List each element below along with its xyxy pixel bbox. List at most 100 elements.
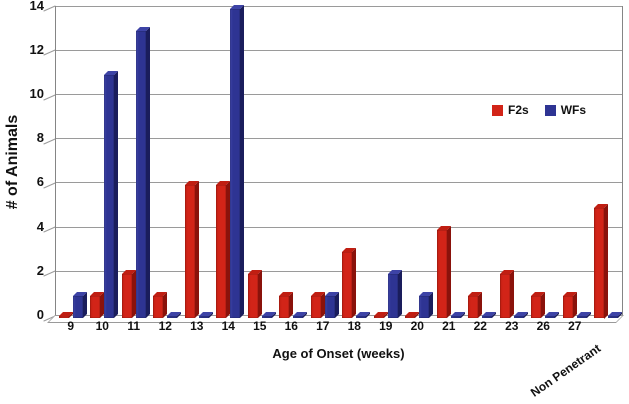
bar-f2s-26 [531, 295, 541, 318]
bar-wfs-10 [104, 74, 114, 318]
y-axis-title: # of Animals [4, 114, 21, 210]
bar-wfs-14 [230, 8, 240, 318]
y-tick-label: 8 [36, 130, 44, 146]
bar-wfs-16 [293, 316, 303, 318]
y-tick-label: 0 [36, 307, 44, 322]
bar-f2s-non-penetrant-side [604, 203, 608, 318]
gridline-tick [43, 93, 56, 101]
bar-wfs-17 [324, 295, 335, 318]
bar-f2s-non-penetrant [594, 207, 604, 318]
gridline-tick [43, 49, 56, 56]
bar-f2s-17 [310, 295, 321, 318]
bar-f2s-18 [342, 251, 352, 318]
bar-f2s-20 [405, 316, 415, 318]
bar-f2s-16-side [289, 291, 293, 318]
x-tick-label: 18 [347, 319, 361, 333]
gridline [55, 5, 622, 7]
x-tick-label: 14 [221, 319, 235, 333]
y-axis-line [55, 5, 56, 321]
gridline [55, 270, 622, 272]
bar-wfs-11-side [145, 26, 150, 318]
bar-f2s-23-side [509, 269, 514, 318]
bar-f2s-15 [247, 273, 258, 318]
y-tick-label: 4 [36, 218, 44, 234]
bar-f2s-18-side [352, 247, 356, 318]
x-tick-label: 20 [410, 319, 424, 333]
bar-f2s-10 [90, 295, 100, 318]
bar-f2s-19 [373, 316, 384, 318]
gridline [55, 226, 622, 228]
y-tick-label: 10 [29, 86, 44, 101]
bar-f2s-21 [436, 229, 447, 318]
bar-f2s-21-side [446, 225, 451, 318]
bar-f2s-26-side [541, 291, 545, 318]
x-tick-label: 19 [379, 319, 393, 333]
gridline [55, 94, 622, 95]
bar-f2s-22-side [478, 291, 482, 318]
legend-label-wfs: WFs [560, 103, 587, 117]
bar-wfs-20 [419, 295, 429, 318]
bar-wfs-20-side [429, 291, 433, 318]
bar-f2s-27 [562, 295, 573, 318]
gridline [55, 49, 622, 51]
bar-wfs-9 [72, 295, 83, 318]
x-tick-label: 22 [473, 319, 487, 333]
gridline-tick [43, 270, 56, 277]
bar-wfs-27 [576, 316, 587, 318]
bar-wfs-non-penetrant [608, 316, 618, 318]
bar-f2s-14 [216, 185, 226, 318]
x-tick-label: 12 [158, 319, 172, 333]
y-tick-label: 14 [29, 0, 44, 13]
bar-wfs-19 [387, 273, 398, 318]
bar-f2s-11 [121, 273, 132, 318]
x-axis-title: Age of Onset (weeks) [272, 346, 405, 361]
gridline [55, 182, 622, 184]
bar-f2s-22 [468, 295, 478, 318]
bar-wfs-21 [450, 316, 461, 318]
bar-wfs-19-side [397, 269, 402, 318]
x-tick-label: 11 [127, 319, 141, 333]
x-tick-label: 26 [536, 319, 550, 333]
bar-wfs-13 [198, 316, 209, 318]
gridline-tick [43, 138, 56, 145]
x-tick-label: 13 [190, 319, 204, 333]
legend-swatch-wfs [544, 104, 556, 116]
bar-f2s-16 [279, 295, 289, 318]
bar-f2s-23 [499, 273, 510, 318]
bar-f2s-13-side [194, 181, 199, 318]
x-tick-label: 23 [505, 319, 519, 333]
bar-f2s-13 [184, 185, 195, 318]
legend-label-f2s: F2s [508, 103, 529, 117]
x-tick-label: 15 [253, 319, 267, 333]
gridline-tick [43, 5, 56, 12]
bar-wfs-14-side [240, 4, 244, 318]
bar-wfs-22 [482, 316, 492, 318]
plot-right-border [622, 5, 623, 315]
x-tick-label: 10 [95, 319, 109, 333]
x-tick-label: 16 [284, 319, 298, 333]
x-tick-label: 27 [568, 319, 582, 333]
bar-f2s-12 [153, 295, 163, 318]
bar-wfs-10-side [114, 70, 118, 318]
bar-wfs-18 [356, 316, 366, 318]
bar-f2s-12-side [163, 291, 167, 318]
y-tick-label: 6 [36, 174, 44, 190]
bar-wfs-11 [135, 30, 146, 318]
gridline-tick [43, 226, 56, 233]
x-tick-label: 9 [67, 319, 75, 333]
legend-swatch-f2s [492, 104, 503, 116]
x-tick-label: 17 [316, 319, 330, 333]
x-tick-label: 21 [442, 319, 456, 333]
y-tick-label: 2 [36, 262, 44, 278]
y-tick-label: 12 [29, 41, 44, 57]
gridline [55, 138, 622, 140]
legend: F2s WFs [492, 103, 586, 117]
bar-wfs-26 [545, 316, 555, 318]
bar-f2s-15-side [257, 269, 262, 318]
bar-wfs-23 [513, 316, 524, 318]
gridline-tick [43, 182, 56, 189]
bar-wfs-12 [167, 316, 177, 318]
bar-wfs-15 [261, 316, 272, 318]
bar-f2s-9 [58, 316, 69, 318]
